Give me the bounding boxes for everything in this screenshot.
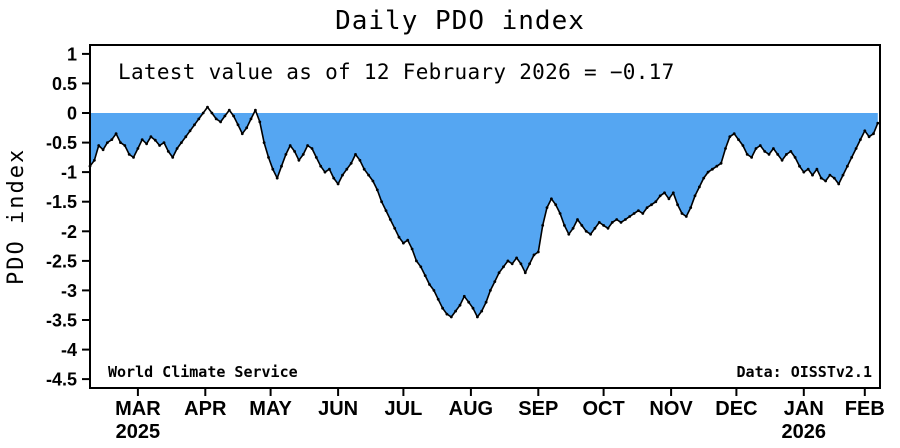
y-tick-label: -1.5 — [46, 192, 77, 212]
y-tick-label: -4 — [61, 340, 77, 360]
x-tick-label: DEC — [715, 398, 757, 420]
data-markers — [88, 105, 880, 319]
x-year-label: 2026 — [782, 421, 827, 443]
y-tick-label: -2.5 — [46, 251, 77, 271]
x-tick-label: JAN — [784, 398, 824, 420]
y-tick-label: 0 — [67, 104, 77, 124]
source-credit: World Climate Service — [108, 363, 298, 381]
x-tick-label: AUG — [449, 398, 493, 420]
y-axis-title: PDO index — [4, 147, 29, 286]
y-tick-label: -4.5 — [46, 370, 77, 390]
y-tick-label: -0.5 — [46, 133, 77, 153]
y-tick-label: -3 — [61, 281, 77, 301]
x-tick-label: JUN — [318, 398, 358, 420]
x-tick-label: APR — [184, 398, 227, 420]
area-fill — [90, 113, 878, 317]
plot-frame — [89, 44, 881, 389]
data-credit: Data: OISSTv2.1 — [736, 363, 872, 381]
latest-value-annotation: Latest value as of 12 February 2026 = −0… — [118, 60, 675, 84]
chart-title: Daily PDO index — [335, 6, 585, 36]
y-tick-label: 1 — [67, 44, 77, 64]
x-tick-label: OCT — [582, 398, 624, 420]
x-tick-label: NOV — [649, 398, 693, 420]
x-tick-label: MAR — [115, 398, 161, 420]
y-axis-ticks: 1 0.5 0 -0.5 -1 -1.5 -2 -2.5 -3 -3.5 -4 -4.5 — [46, 44, 90, 390]
x-year-label: 2025 — [116, 421, 161, 443]
x-tick-label: FEB — [845, 398, 885, 420]
x-tick-label: JUL — [385, 398, 423, 420]
y-tick-label: -3.5 — [46, 311, 77, 331]
x-tick-label: SEP — [518, 398, 558, 420]
y-tick-label: -1 — [61, 163, 77, 183]
y-tick-label: -2 — [61, 222, 77, 242]
y-tick-label: 0.5 — [52, 74, 77, 94]
x-tick-label: MAY — [249, 398, 292, 420]
